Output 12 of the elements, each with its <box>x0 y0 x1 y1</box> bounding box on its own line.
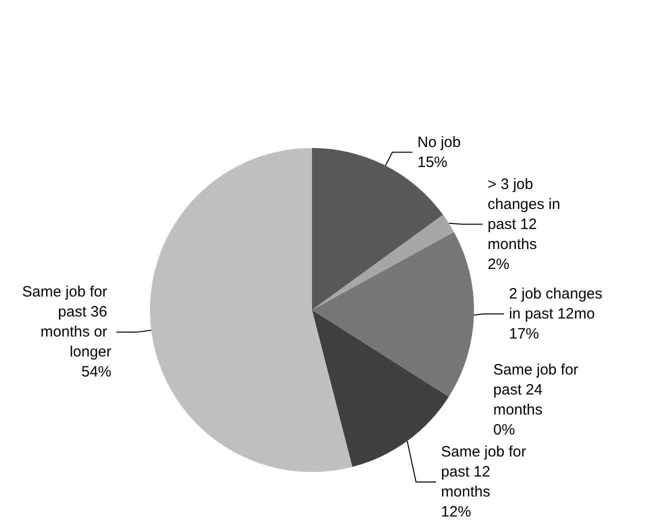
data-label: 15% <box>417 154 448 171</box>
slice-label: Same job for past 12 months <box>441 444 530 500</box>
slice-label: No job <box>417 134 461 151</box>
slice-label: 2 job changes in past 12mo <box>508 285 607 322</box>
data-label: 17% <box>508 325 540 342</box>
data-label: 54% <box>81 364 112 381</box>
slice-label: > 3 job changes in past 12 months <box>488 176 564 253</box>
text: 0% <box>493 422 515 438</box>
slice-label: Same job for past 36 months or longer <box>22 284 112 361</box>
data-label: 12% <box>441 504 472 520</box>
data-label: 2% <box>488 256 510 273</box>
category-label: Same job for past 24 months <box>493 362 578 418</box>
